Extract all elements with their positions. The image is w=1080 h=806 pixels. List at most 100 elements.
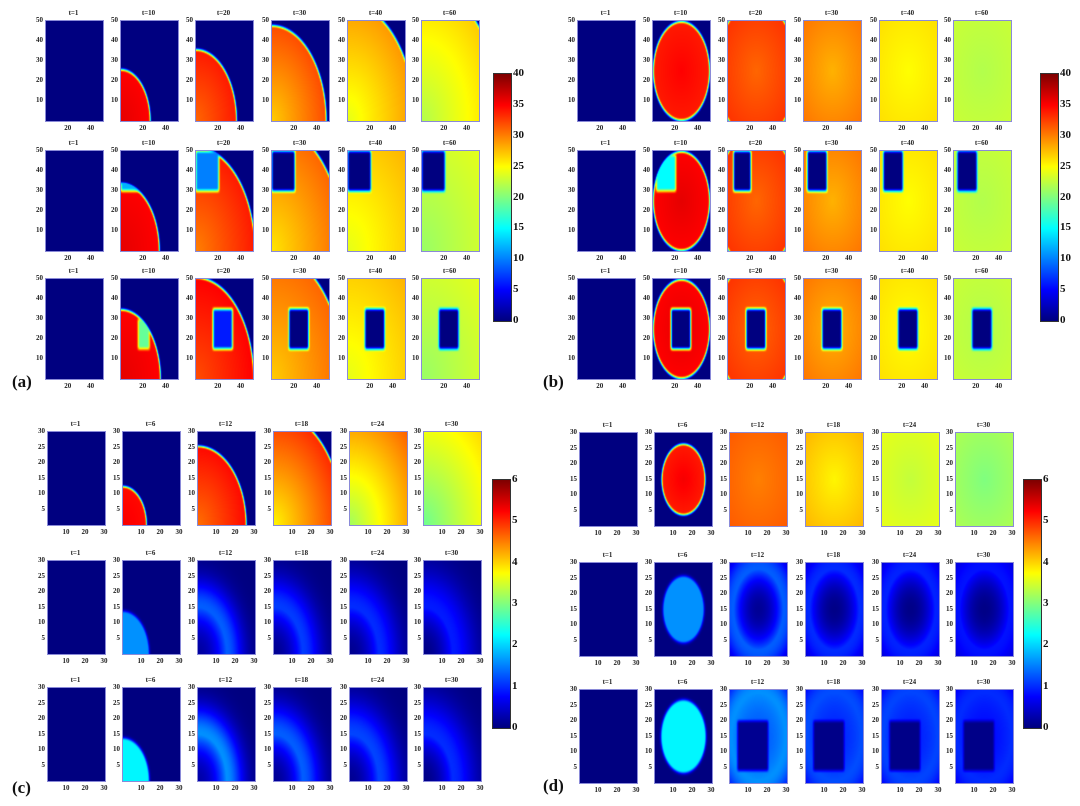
- y-tick-label: 40: [111, 294, 118, 302]
- heatmap-subplot: [879, 278, 938, 380]
- subplot-title: t=24: [370, 549, 385, 557]
- y-tick-label: 25: [264, 698, 271, 707]
- y-tick-label: 30: [264, 683, 271, 691]
- x-tick-label: 40: [313, 124, 321, 132]
- y-tick-label: 20: [113, 714, 120, 722]
- y-tick-label: 25: [38, 698, 45, 707]
- subplot-title: t=12: [218, 676, 233, 684]
- x-tick-label: 40: [87, 382, 95, 390]
- y-tick-label: 20: [338, 206, 345, 214]
- y-tick-label: 30: [340, 556, 347, 564]
- x-tick-label: 10: [594, 529, 602, 537]
- y-tick-label: 5: [949, 762, 954, 771]
- x-tick-label: 40: [921, 124, 929, 132]
- subplot-title: t=6: [145, 676, 156, 684]
- x-tick-label: 20: [290, 124, 298, 132]
- x-tick-label: 10: [62, 657, 70, 665]
- x-tick-label: 10: [137, 657, 145, 665]
- y-tick-label: 10: [113, 618, 120, 626]
- subplot-title: t=12: [750, 678, 765, 686]
- x-tick-label: 20: [671, 254, 679, 262]
- x-tick-label: 30: [782, 786, 790, 794]
- y-tick-label: 10: [645, 747, 652, 755]
- y-tick-label: 5: [723, 505, 728, 514]
- heatmap-image: [198, 688, 255, 781]
- y-tick-label: 50: [870, 16, 877, 24]
- x-tick-label: 40: [995, 124, 1003, 132]
- heatmap-subplot: [195, 278, 254, 380]
- y-tick-label: 25: [38, 571, 45, 580]
- y-tick-label: 25: [872, 573, 879, 582]
- heatmap-image: [882, 563, 939, 656]
- y-tick-label: 50: [262, 274, 269, 282]
- x-tick-label: 40: [389, 254, 397, 262]
- y-tick-label: 40: [111, 166, 118, 174]
- panel-label: (d): [543, 776, 564, 795]
- y-tick-label: 40: [36, 166, 43, 174]
- y-tick-label: 30: [338, 314, 345, 322]
- y-tick-label: 50: [870, 146, 877, 154]
- y-tick-label: 50: [718, 274, 725, 282]
- x-tick-label: 20: [915, 786, 923, 794]
- x-tick-label: 10: [744, 529, 752, 537]
- y-tick-label: 50: [111, 274, 118, 282]
- x-tick-label: 30: [402, 528, 410, 536]
- y-tick-label: 30: [796, 428, 803, 436]
- y-tick-label: 30: [188, 683, 195, 691]
- subplot-title: t=30: [824, 9, 839, 17]
- x-tick-label: 20: [613, 659, 621, 667]
- heatmap-subplot: [349, 431, 408, 526]
- heatmap-image: [123, 432, 180, 525]
- heatmap-subplot: [879, 20, 938, 122]
- x-tick-label: 20: [156, 528, 164, 536]
- y-tick-label: 25: [113, 698, 120, 707]
- y-tick-label: 50: [568, 146, 575, 154]
- x-tick-label: 10: [212, 528, 220, 536]
- y-tick-label: 50: [412, 146, 419, 154]
- y-tick-label: 10: [570, 490, 577, 498]
- x-tick-label: 40: [694, 124, 702, 132]
- y-tick-label: 40: [262, 166, 269, 174]
- subplot-title: t=20: [748, 267, 763, 275]
- y-tick-label: 50: [36, 146, 43, 154]
- x-tick-label: 30: [100, 528, 108, 536]
- y-tick-label: 10: [718, 96, 725, 104]
- colorbar-tick-label: 5: [1043, 514, 1049, 527]
- y-tick-label: 10: [111, 96, 118, 104]
- y-tick-label: 30: [412, 314, 419, 322]
- x-tick-label: 30: [250, 657, 258, 665]
- y-tick-label: 40: [338, 36, 345, 44]
- x-tick-label: 20: [307, 657, 315, 665]
- x-tick-label: 20: [139, 124, 147, 132]
- y-tick-label: 30: [720, 685, 727, 693]
- heatmap-subplot: [120, 20, 179, 122]
- colorbar-gradient: [1041, 74, 1058, 321]
- heatmap-image: [956, 433, 1013, 526]
- y-tick-label: 40: [186, 294, 193, 302]
- y-tick-label: 5: [799, 762, 804, 771]
- x-tick-label: 20: [972, 382, 980, 390]
- subplot-title: t=30: [444, 420, 459, 428]
- subplot-title: t=24: [370, 420, 385, 428]
- y-tick-label: 10: [946, 490, 953, 498]
- x-tick-label: 20: [307, 528, 315, 536]
- y-tick-label: 5: [573, 505, 578, 514]
- x-tick-label: 30: [476, 784, 484, 792]
- y-tick-label: 50: [36, 274, 43, 282]
- heatmap-image: [804, 151, 861, 251]
- y-tick-label: 10: [111, 226, 118, 234]
- y-tick-label: 15: [340, 729, 347, 738]
- y-tick-label: 5: [116, 760, 121, 769]
- heatmap-image: [198, 432, 255, 525]
- y-tick-label: 30: [720, 558, 727, 566]
- subplot-title: t=40: [368, 9, 383, 17]
- y-tick-label: 5: [723, 762, 728, 771]
- x-tick-label: 30: [632, 529, 640, 537]
- y-tick-label: 10: [264, 618, 271, 626]
- heatmap-image: [196, 151, 253, 251]
- heatmap-image: [806, 563, 863, 656]
- y-tick-label: 30: [264, 556, 271, 564]
- y-tick-label: 40: [794, 294, 801, 302]
- y-tick-label: 5: [799, 505, 804, 514]
- heatmap-subplot: [953, 20, 1012, 122]
